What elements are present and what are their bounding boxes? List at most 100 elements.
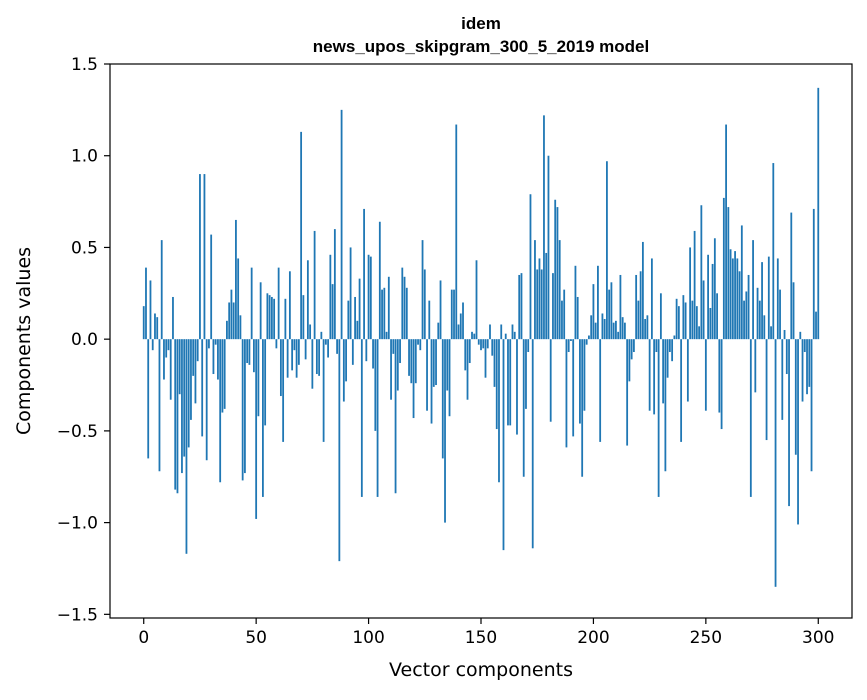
bar (410, 339, 413, 384)
bar (412, 339, 415, 419)
bar (190, 339, 192, 420)
bar (718, 339, 721, 413)
bar (345, 339, 347, 382)
bar (644, 318, 647, 340)
bar (235, 219, 237, 340)
bar (437, 322, 440, 340)
bar (423, 269, 426, 340)
y-tick-label: 1.0 (71, 147, 98, 167)
bar (770, 326, 772, 340)
bar (615, 320, 617, 340)
bar (439, 280, 442, 340)
bar (572, 339, 575, 437)
bar (333, 229, 336, 340)
bar (554, 199, 557, 340)
bar (282, 339, 285, 442)
bar (318, 339, 321, 376)
bar (495, 339, 498, 430)
bar (273, 298, 276, 340)
bar (185, 339, 188, 554)
bar (556, 207, 559, 340)
bar (628, 339, 631, 382)
bar (734, 251, 736, 340)
bar (208, 339, 210, 349)
bar (486, 339, 489, 349)
bar (491, 339, 494, 356)
bar (565, 339, 568, 448)
bar (531, 339, 534, 549)
bar (336, 339, 338, 354)
bar (293, 339, 296, 351)
bar (585, 339, 588, 345)
bar (484, 339, 487, 378)
bar (163, 339, 165, 380)
bar (277, 267, 280, 340)
y-tick-label: 1.5 (71, 55, 98, 75)
bar (365, 339, 368, 362)
bar (633, 339, 635, 353)
bar (686, 339, 689, 402)
bar (624, 322, 626, 340)
bar (304, 339, 307, 360)
bar (563, 289, 566, 340)
bar (711, 263, 714, 340)
bar (659, 293, 662, 340)
bar (738, 271, 741, 340)
chart-title-line1: idem (461, 14, 501, 33)
bar (372, 339, 374, 369)
bar (767, 256, 770, 340)
bar (351, 339, 354, 365)
bar (295, 339, 298, 378)
bar (664, 339, 667, 472)
bar (342, 339, 345, 402)
bar (590, 315, 593, 340)
bar (729, 249, 732, 340)
bar (480, 339, 482, 351)
x-tick-label: 50 (245, 628, 267, 648)
bar (226, 320, 228, 340)
bar (489, 324, 491, 340)
bar (716, 293, 718, 340)
x-tick-label: 100 (352, 628, 384, 648)
bar (421, 240, 424, 340)
bar (538, 258, 541, 340)
bar (599, 339, 602, 442)
bar (477, 339, 480, 345)
bar (311, 339, 314, 389)
bar (680, 339, 683, 442)
bar (695, 306, 698, 340)
bar (662, 339, 665, 404)
bar (509, 339, 512, 426)
bar (648, 339, 651, 411)
bar (779, 289, 781, 340)
bar (761, 262, 763, 340)
bar (414, 339, 417, 384)
bar (196, 339, 199, 362)
bar (219, 339, 222, 483)
bar (774, 339, 777, 587)
bar (331, 284, 334, 340)
bar (543, 115, 545, 340)
bar (320, 331, 323, 340)
bar (817, 87, 820, 340)
bar (653, 339, 656, 415)
bar (525, 339, 527, 409)
bar (527, 339, 530, 353)
bar (740, 225, 743, 340)
bar (758, 300, 761, 340)
bar (392, 339, 395, 354)
bar (749, 339, 752, 497)
bar (803, 339, 806, 353)
bar (210, 234, 213, 340)
bar (221, 339, 224, 413)
bar (707, 254, 709, 340)
bar (498, 339, 500, 483)
bar (511, 324, 514, 340)
bar (217, 339, 219, 380)
y-tick-label: −1.5 (57, 605, 98, 625)
bar (223, 339, 226, 409)
bar (513, 331, 516, 340)
bar (232, 302, 235, 340)
x-tick-label: 150 (465, 628, 497, 648)
bar (329, 254, 332, 340)
